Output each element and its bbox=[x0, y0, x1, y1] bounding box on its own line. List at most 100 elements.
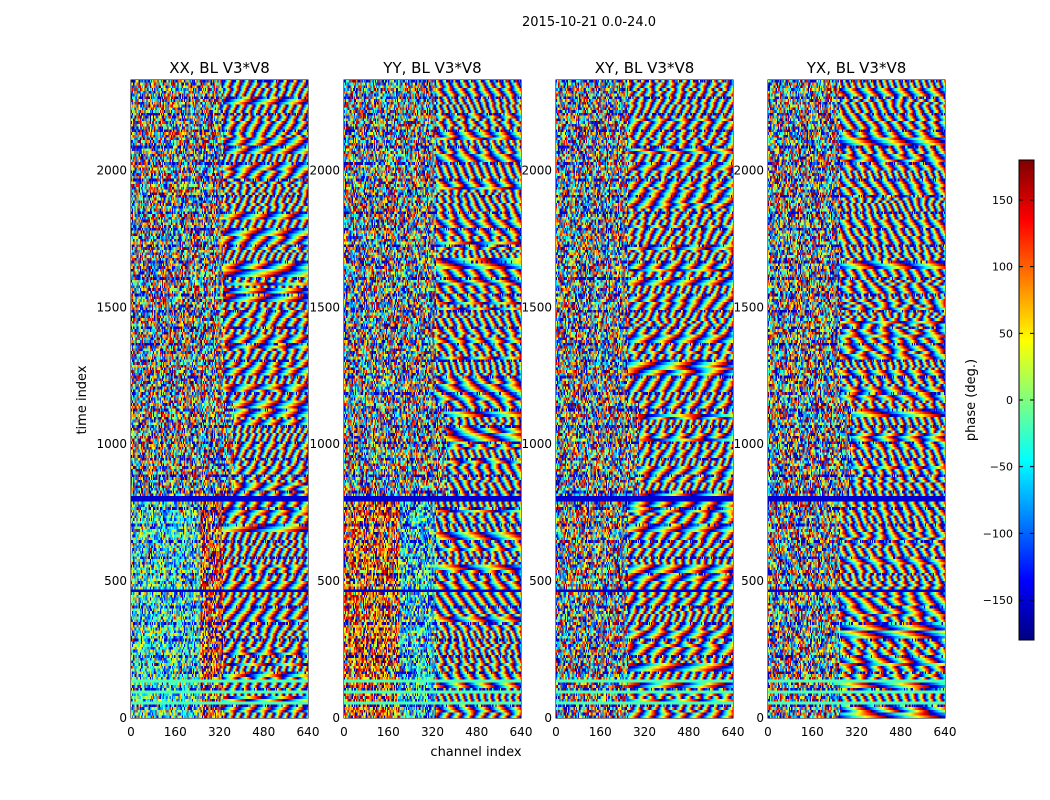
colorbar-segment bbox=[1019, 364, 1034, 366]
colorbar-segment bbox=[1019, 583, 1034, 585]
colorbar-segment bbox=[1019, 360, 1034, 362]
colorbar-segment bbox=[1019, 329, 1034, 331]
colorbar-segment bbox=[1019, 356, 1034, 358]
colorbar-segment bbox=[1019, 162, 1034, 164]
colorbar-segment bbox=[1019, 254, 1034, 256]
colorbar-segment bbox=[1019, 268, 1034, 270]
colorbar-segment bbox=[1019, 630, 1034, 632]
colorbar-segment bbox=[1019, 160, 1034, 162]
colorbar-segment bbox=[1019, 483, 1034, 485]
colorbar-segment bbox=[1019, 267, 1034, 269]
colorbar-segment bbox=[1019, 206, 1034, 208]
colorbar-segment bbox=[1019, 333, 1034, 335]
colorbar-segment bbox=[1019, 633, 1034, 635]
colorbar-segment bbox=[1019, 455, 1034, 457]
colorbar-segment bbox=[1019, 472, 1034, 474]
colorbar-segment bbox=[1019, 355, 1034, 357]
colorbar-segment bbox=[1019, 561, 1034, 563]
colorbar-segment bbox=[1019, 509, 1034, 511]
colorbar-segment bbox=[1019, 219, 1034, 221]
x-tick-label: 640 bbox=[510, 725, 533, 739]
colorbar-segment bbox=[1019, 593, 1034, 595]
colorbar-segment bbox=[1019, 515, 1034, 517]
colorbar-segment bbox=[1019, 233, 1034, 235]
colorbar-segment bbox=[1019, 393, 1034, 395]
colorbar-segment bbox=[1019, 182, 1034, 184]
colorbar-segment bbox=[1019, 585, 1034, 587]
colorbar-segment bbox=[1019, 497, 1034, 499]
colorbar-segment bbox=[1019, 493, 1034, 495]
colorbar-segment bbox=[1019, 419, 1034, 421]
colorbar-segment bbox=[1019, 271, 1034, 273]
colorbar-segment bbox=[1019, 211, 1034, 213]
colorbar-segment bbox=[1019, 604, 1034, 606]
colorbar-segment bbox=[1019, 387, 1034, 389]
colorbar-segment bbox=[1019, 477, 1034, 479]
colorbar-tick-label: 50 bbox=[999, 327, 1013, 340]
colorbar-segment bbox=[1019, 595, 1034, 597]
colorbar-segment bbox=[1019, 476, 1034, 478]
colorbar-segment bbox=[1019, 501, 1034, 503]
colorbar-segment bbox=[1019, 349, 1034, 351]
colorbar-segment bbox=[1019, 612, 1034, 614]
colorbar-segment bbox=[1019, 269, 1034, 271]
y-tick-label: 2000 bbox=[733, 163, 764, 177]
colorbar-segment bbox=[1019, 631, 1034, 633]
colorbar-segment bbox=[1019, 275, 1034, 277]
colorbar-segment bbox=[1019, 427, 1034, 429]
colorbar-segment bbox=[1019, 197, 1034, 199]
colorbar-segment bbox=[1019, 179, 1034, 181]
x-tick-label: 320 bbox=[845, 725, 868, 739]
colorbar-segment bbox=[1019, 225, 1034, 227]
colorbar-segment bbox=[1019, 568, 1034, 570]
colorbar-segment bbox=[1019, 527, 1034, 529]
colorbar-segment bbox=[1019, 228, 1034, 230]
colorbar-segment bbox=[1019, 466, 1034, 468]
colorbar-segment bbox=[1019, 308, 1034, 310]
colorbar-segment bbox=[1019, 395, 1034, 397]
colorbar-segment bbox=[1019, 528, 1034, 530]
colorbar-segment bbox=[1019, 397, 1034, 399]
colorbar-segment bbox=[1019, 352, 1034, 354]
colorbar-segment bbox=[1019, 408, 1034, 410]
colorbar-segment bbox=[1019, 243, 1034, 245]
colorbar-segment bbox=[1019, 361, 1034, 363]
colorbar-segment bbox=[1019, 270, 1034, 272]
colorbar-segment bbox=[1019, 443, 1034, 445]
colorbar-segment bbox=[1019, 299, 1034, 301]
colorbar-segment bbox=[1019, 164, 1034, 166]
colorbar-segment bbox=[1019, 351, 1034, 353]
colorbar-segment bbox=[1019, 416, 1034, 418]
colorbar-segment bbox=[1019, 166, 1034, 168]
colorbar-segment bbox=[1019, 340, 1034, 342]
colorbar-segment bbox=[1019, 343, 1034, 345]
colorbar-segment bbox=[1019, 316, 1034, 318]
colorbar-tick-label: −100 bbox=[983, 527, 1013, 540]
colorbar-segment bbox=[1019, 246, 1034, 248]
colorbar-segment bbox=[1019, 194, 1034, 196]
colorbar-segment bbox=[1019, 296, 1034, 298]
x-tick-label: 640 bbox=[722, 725, 745, 739]
y-tick-label: 1000 bbox=[309, 437, 340, 451]
colorbar-segment bbox=[1019, 556, 1034, 558]
colorbar-segment bbox=[1019, 591, 1034, 593]
colorbar-segment bbox=[1019, 575, 1034, 577]
colorbar-segment bbox=[1019, 449, 1034, 451]
colorbar-segment bbox=[1019, 264, 1034, 266]
colorbar-segment bbox=[1019, 353, 1034, 355]
colorbar-segment bbox=[1019, 371, 1034, 373]
colorbar-segment bbox=[1019, 394, 1034, 396]
colorbar-segment bbox=[1019, 186, 1034, 188]
colorbar-segment bbox=[1019, 336, 1034, 338]
colorbar-segment bbox=[1019, 280, 1034, 282]
colorbar-segment bbox=[1019, 305, 1034, 307]
colorbar-segment bbox=[1019, 587, 1034, 589]
colorbar-segment bbox=[1019, 482, 1034, 484]
colorbar-segment bbox=[1019, 226, 1034, 228]
colorbar-segment bbox=[1019, 215, 1034, 217]
colorbar-segment bbox=[1019, 325, 1034, 327]
colorbar-segment bbox=[1019, 549, 1034, 551]
colorbar-segment bbox=[1019, 295, 1034, 297]
colorbar-segment bbox=[1019, 227, 1034, 229]
colorbar-segment bbox=[1019, 453, 1034, 455]
